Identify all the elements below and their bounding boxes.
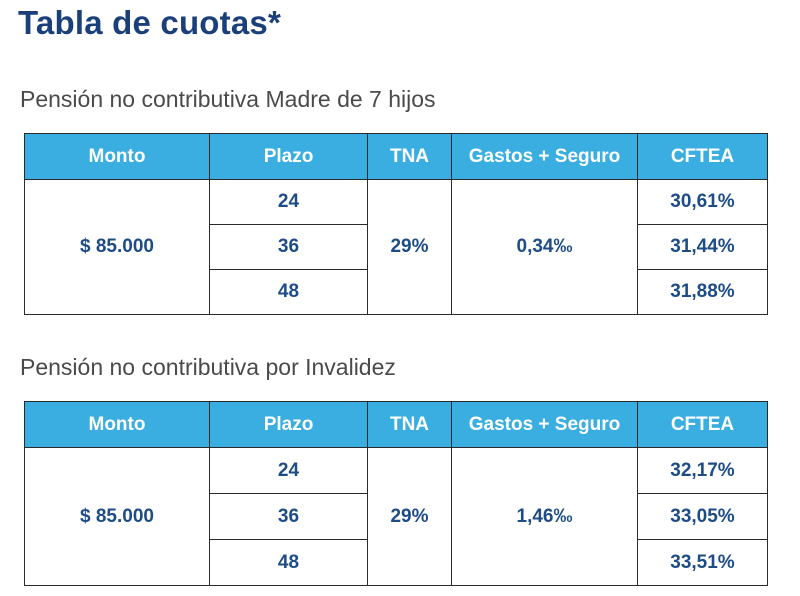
plazo-cell: 24	[209, 179, 368, 225]
header-gastos-seguro: Gastos + Seguro	[451, 133, 638, 180]
gastos-seguro-cell: 0,34‰	[451, 179, 638, 315]
header-cftea: CFTEA	[637, 401, 768, 448]
table-row: 36 31,44%	[25, 224, 768, 270]
cftea-cell: 33,51%	[637, 539, 768, 586]
cftea-cell: 30,61%	[637, 179, 768, 225]
tna-cell: 29%	[367, 179, 452, 315]
table-header-row: Monto Plazo TNA Gastos + Seguro CFTEA	[24, 133, 768, 180]
section-title-madre-7-hijos: Pensión no contributiva Madre de 7 hijos	[20, 86, 436, 112]
cftea-cell: 31,88%	[637, 269, 768, 315]
page-title: Tabla de cuotas*	[18, 4, 281, 41]
table-row: $ 85.000 24 29% 0,34‰ 30,61%	[24, 179, 768, 315]
header-tna: TNA	[367, 133, 452, 180]
plazo-cell: 36	[209, 493, 368, 540]
monto-cell: $ 85.000	[24, 447, 210, 586]
header-plazo: Plazo	[209, 133, 368, 180]
plazo-cell: 48	[209, 269, 368, 315]
header-monto: Monto	[24, 401, 210, 448]
table-row: 36 33,05%	[25, 493, 768, 540]
header-monto: Monto	[24, 133, 210, 180]
rate-table-invalidez: Monto Plazo TNA Gastos + Seguro CFTEA $ …	[24, 401, 768, 586]
monto-cell: $ 85.000	[24, 179, 210, 315]
plazo-cell: 48	[209, 539, 368, 586]
header-cftea: CFTEA	[637, 133, 768, 180]
plazo-cell: 24	[209, 447, 368, 494]
header-tna: TNA	[367, 401, 452, 448]
header-plazo: Plazo	[209, 401, 368, 448]
section-title-invalidez: Pensión no contributiva por Invalidez	[20, 354, 396, 380]
table-row: $ 85.000 24 29% 1,46‰ 32,17%	[24, 447, 768, 586]
cftea-cell: 32,17%	[637, 447, 768, 494]
cftea-cell: 33,05%	[637, 493, 768, 540]
cftea-cell: 31,44%	[637, 224, 768, 270]
table-row: 48 33,51%	[25, 539, 768, 586]
table-row: 48 31,88%	[25, 269, 768, 315]
plazo-cell: 36	[209, 224, 368, 270]
tna-cell: 29%	[367, 447, 452, 586]
rate-table-madre-7-hijos: Monto Plazo TNA Gastos + Seguro CFTEA $ …	[24, 133, 768, 315]
gastos-seguro-cell: 1,46‰	[451, 447, 638, 586]
table-header-row: Monto Plazo TNA Gastos + Seguro CFTEA	[24, 401, 768, 448]
header-gastos-seguro: Gastos + Seguro	[451, 401, 638, 448]
